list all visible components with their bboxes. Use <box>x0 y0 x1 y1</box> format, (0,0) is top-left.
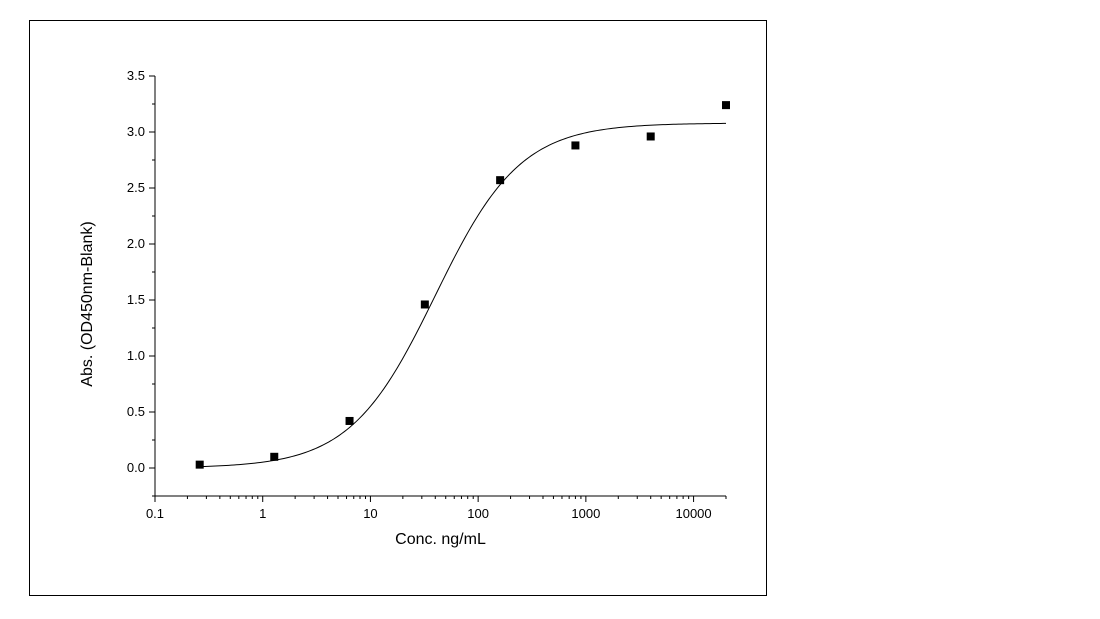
y-tick-label: 3.0 <box>127 124 145 139</box>
fit-curve <box>199 122 727 468</box>
chart-frame: 0.0 0.5 1.0 1.5 2.0 2.5 3.0 3.5 0.1 1 10 100 1000 100… <box>29 20 767 596</box>
fit-curve-layer <box>199 122 727 468</box>
data-point <box>722 101 730 110</box>
y-axis-title: Abs. (OD450nm-Blank) <box>79 221 96 386</box>
x-tick-label: 1 <box>259 506 266 521</box>
y-tick-label: 1.0 <box>127 348 145 363</box>
x-tick-label: 10000 <box>675 506 711 521</box>
y-tick-label: 2.5 <box>127 180 145 195</box>
y-tick-label: 1.5 <box>127 292 145 307</box>
data-point <box>646 132 655 141</box>
data-point <box>496 176 505 185</box>
data-point <box>195 460 204 469</box>
data-point <box>345 416 354 425</box>
chart-plot: 0.0 0.5 1.0 1.5 2.0 2.5 3.0 3.5 0.1 1 10 100 1000 100… <box>79 68 730 548</box>
x-tick-label: 0.1 <box>146 506 164 521</box>
tick-labels: 0.0 0.5 1.0 1.5 2.0 2.5 3.0 3.5 0.1 1 10 100 1000 100… <box>127 68 712 521</box>
y-tick-label: 0.5 <box>127 404 145 419</box>
data-point <box>420 300 429 309</box>
y-tick-label: 2.0 <box>127 236 145 251</box>
data-points <box>195 101 730 469</box>
data-point <box>571 141 580 150</box>
y-tick-label: 0.0 <box>127 460 145 475</box>
x-tick-label: 10 <box>363 506 377 521</box>
axes <box>149 75 727 502</box>
x-tick-label: 1000 <box>571 506 600 521</box>
x-tick-label: 100 <box>467 506 489 521</box>
data-point <box>270 452 279 461</box>
x-axis-title: Conc. ng/mL <box>395 531 486 548</box>
y-tick-label: 3.5 <box>127 68 145 83</box>
